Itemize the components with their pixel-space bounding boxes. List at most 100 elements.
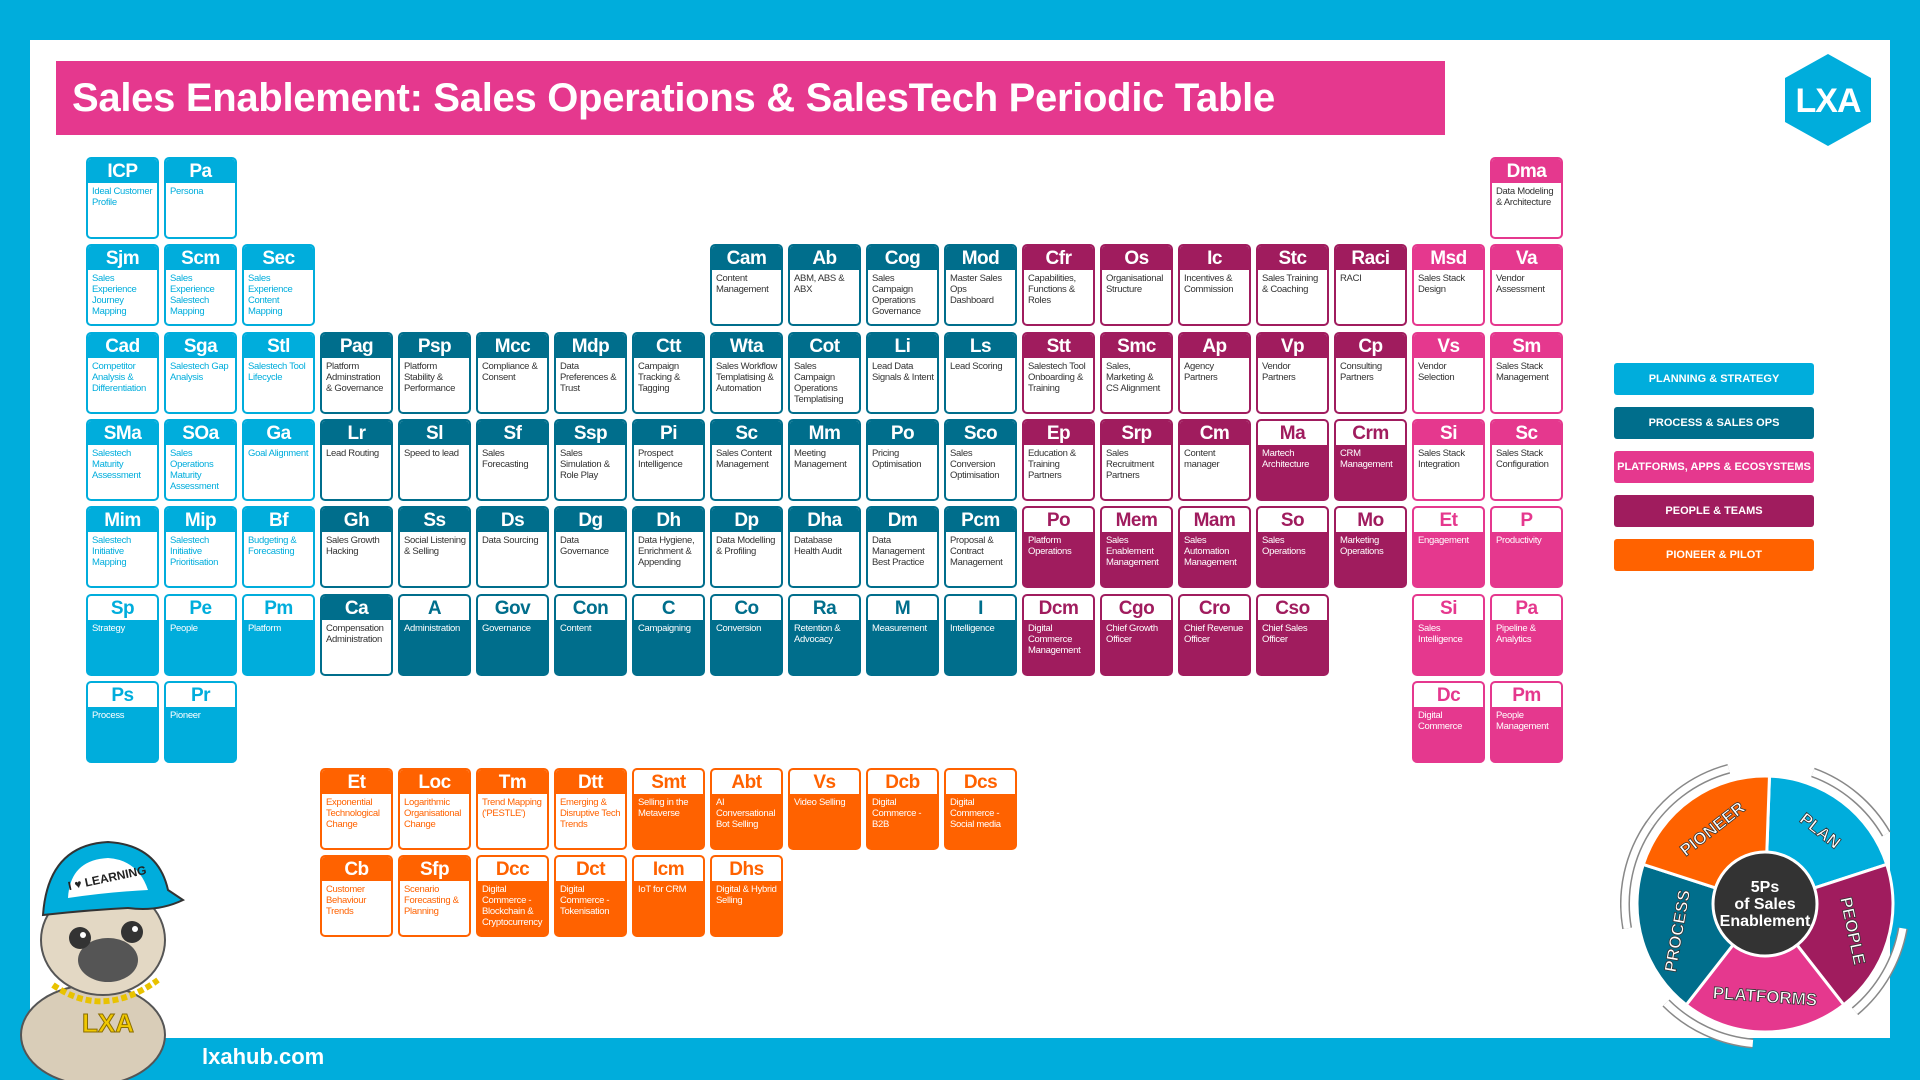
element-ga[interactable]: Ga Goal Alignment	[242, 419, 315, 501]
element-ctt[interactable]: Ctt Campaign Tracking & Tagging	[632, 332, 705, 414]
element-vs[interactable]: Vs Vendor Selection	[1412, 332, 1485, 414]
element-sga[interactable]: Sga Salestech Gap Analysis	[164, 332, 237, 414]
element-sc[interactable]: Sc Sales Stack Configuration	[1490, 419, 1563, 501]
element-dg[interactable]: Dg Data Governance	[554, 506, 627, 588]
element-sco[interactable]: Sco Sales Conversion Optimisation	[944, 419, 1017, 501]
element-dcm[interactable]: Dcm Digital Commerce Management	[1022, 594, 1095, 676]
element-c[interactable]: C Campaigning	[632, 594, 705, 676]
element-a[interactable]: A Administration	[398, 594, 471, 676]
element-sma[interactable]: SMa Salestech Maturity Assessment	[86, 419, 159, 501]
element-ap[interactable]: Ap Agency Partners	[1178, 332, 1251, 414]
element-cb[interactable]: Cb Customer Behaviour Trends	[320, 855, 393, 937]
element-cam[interactable]: Cam Content Management	[710, 244, 783, 326]
element-pe[interactable]: Pe People	[164, 594, 237, 676]
element-cso[interactable]: Cso Chief Sales Officer	[1256, 594, 1329, 676]
element-wta[interactable]: Wta Sales Workflow Templatising & Automat…	[710, 332, 783, 414]
element-sc[interactable]: Sc Sales Content Management	[710, 419, 783, 501]
element-po[interactable]: Po Platform Operations	[1022, 506, 1095, 588]
element-sp[interactable]: Sp Strategy	[86, 594, 159, 676]
element-ds[interactable]: Ds Data Sourcing	[476, 506, 549, 588]
element-sl[interactable]: Sl Speed to lead	[398, 419, 471, 501]
element-i[interactable]: I Intelligence	[944, 594, 1017, 676]
element-mip[interactable]: Mip Salestech Initiative Prioritisation	[164, 506, 237, 588]
element-mcc[interactable]: Mcc Compliance & Consent	[476, 332, 549, 414]
element-ssp[interactable]: Ssp Sales Simulation & Role Play	[554, 419, 627, 501]
element-mdp[interactable]: Mdp Data Preferences & Trust	[554, 332, 627, 414]
element-cgo[interactable]: Cgo Chief Growth Officer	[1100, 594, 1173, 676]
element-mm[interactable]: Mm Meeting Management	[788, 419, 861, 501]
element-ma[interactable]: Ma Martech Architecture	[1256, 419, 1329, 501]
element-soa[interactable]: SOa Sales Operations Maturity Assessment	[164, 419, 237, 501]
element-scm[interactable]: Scm Sales Experience Salestech Mapping	[164, 244, 237, 326]
element-smc[interactable]: Smc Sales, Marketing & CS Alignment	[1100, 332, 1173, 414]
element-ep[interactable]: Ep Education & Training Partners	[1022, 419, 1095, 501]
element-mam[interactable]: Mam Sales Automation Management	[1178, 506, 1251, 588]
element-ls[interactable]: Ls Lead Scoring	[944, 332, 1017, 414]
element-tm[interactable]: Tm Trend Mapping ('PESTLE')	[476, 768, 549, 850]
footer-url[interactable]: lxahub.com	[202, 1044, 325, 1069]
element-ps[interactable]: Ps Process	[86, 681, 159, 763]
element-cot[interactable]: Cot Sales Campaign Operations Templatisin…	[788, 332, 861, 414]
element-li[interactable]: Li Lead Data Signals & Intent	[866, 332, 939, 414]
element-so[interactable]: So Sales Operations	[1256, 506, 1329, 588]
element-et[interactable]: Et Exponential Technological Change	[320, 768, 393, 850]
element-cad[interactable]: Cad Competitor Analysis & Differentiation	[86, 332, 159, 414]
element-cfr[interactable]: Cfr Capabilities, Functions & Roles	[1022, 244, 1095, 326]
element-et[interactable]: Et Engagement	[1412, 506, 1485, 588]
element-dcc[interactable]: Dcc Digital Commerce - Blockchain & Crypt…	[476, 855, 549, 937]
element-bf[interactable]: Bf Budgeting & Forecasting	[242, 506, 315, 588]
element-vs[interactable]: Vs Video Selling	[788, 768, 861, 850]
element-si[interactable]: Si Sales Stack Integration	[1412, 419, 1485, 501]
element-pi[interactable]: Pi Prospect Intelligence	[632, 419, 705, 501]
element-dcs[interactable]: Dcs Digital Commerce - Social media	[944, 768, 1017, 850]
element-raci[interactable]: Raci RACI	[1334, 244, 1407, 326]
element-co[interactable]: Co Conversion	[710, 594, 783, 676]
element-psp[interactable]: Psp Platform Stability & Performance	[398, 332, 471, 414]
element-ab[interactable]: Ab ABM, ABS & ABX	[788, 244, 861, 326]
element-dh[interactable]: Dh Data Hygiene, Enrichment & Appending	[632, 506, 705, 588]
element-mim[interactable]: Mim Salestech Initiative Mapping	[86, 506, 159, 588]
element-p[interactable]: P Productivity	[1490, 506, 1563, 588]
element-po[interactable]: Po Pricing Optimisation	[866, 419, 939, 501]
element-cro[interactable]: Cro Chief Revenue Officer	[1178, 594, 1251, 676]
element-pa[interactable]: Pa Pipeline & Analytics	[1490, 594, 1563, 676]
element-dha[interactable]: Dha Database Health Audit	[788, 506, 861, 588]
element-lr[interactable]: Lr Lead Routing	[320, 419, 393, 501]
element-msd[interactable]: Msd Sales Stack Design	[1412, 244, 1485, 326]
element-mem[interactable]: Mem Sales Enablement Management	[1100, 506, 1173, 588]
element-srp[interactable]: Srp Sales Recruitment Partners	[1100, 419, 1173, 501]
element-pa[interactable]: Pa Persona	[164, 157, 237, 239]
element-sec[interactable]: Sec Sales Experience Content Mapping	[242, 244, 315, 326]
element-pm[interactable]: Pm Platform	[242, 594, 315, 676]
element-dtt[interactable]: Dtt Emerging & Disruptive Tech Trends	[554, 768, 627, 850]
element-cm[interactable]: Cm Content manager	[1178, 419, 1251, 501]
element-m[interactable]: M Measurement	[866, 594, 939, 676]
element-dct[interactable]: Dct Digital Commerce - Tokenisation	[554, 855, 627, 937]
element-stc[interactable]: Stc Sales Training & Coaching	[1256, 244, 1329, 326]
element-os[interactable]: Os Organisational Structure	[1100, 244, 1173, 326]
element-smt[interactable]: Smt Selling in the Metaverse	[632, 768, 705, 850]
element-dp[interactable]: Dp Data Modelling & Profiling	[710, 506, 783, 588]
element-ic[interactable]: Ic Incentives & Commission	[1178, 244, 1251, 326]
element-pm[interactable]: Pm People Management	[1490, 681, 1563, 763]
element-dc[interactable]: Dc Digital Commerce	[1412, 681, 1485, 763]
element-sjm[interactable]: Sjm Sales Experience Journey Mapping	[86, 244, 159, 326]
element-dma[interactable]: Dma Data Modeling & Architecture	[1490, 157, 1563, 239]
element-va[interactable]: Va Vendor Assessment	[1490, 244, 1563, 326]
element-sfp[interactable]: Sfp Scenario Forecasting & Planning	[398, 855, 471, 937]
element-con[interactable]: Con Content	[554, 594, 627, 676]
element-sm[interactable]: Sm Sales Stack Management	[1490, 332, 1563, 414]
element-ss[interactable]: Ss Social Listening & Selling	[398, 506, 471, 588]
element-loc[interactable]: Loc Logarithmic Organisational Change	[398, 768, 471, 850]
element-pr[interactable]: Pr Pioneer	[164, 681, 237, 763]
element-pcm[interactable]: Pcm Proposal & Contract Management	[944, 506, 1017, 588]
element-cp[interactable]: Cp Consulting Partners	[1334, 332, 1407, 414]
element-icm[interactable]: Icm IoT for CRM	[632, 855, 705, 937]
element-pag[interactable]: Pag Platform Adminstration & Governance	[320, 332, 393, 414]
element-icp[interactable]: ICP Ideal Customer Profile	[86, 157, 159, 239]
element-vp[interactable]: Vp Vendor Partners	[1256, 332, 1329, 414]
element-stl[interactable]: Stl Salestech Tool Lifecycle	[242, 332, 315, 414]
element-dhs[interactable]: Dhs Digital & Hybrid Selling	[710, 855, 783, 937]
element-sf[interactable]: Sf Sales Forecasting	[476, 419, 549, 501]
element-crm[interactable]: Crm CRM Management	[1334, 419, 1407, 501]
